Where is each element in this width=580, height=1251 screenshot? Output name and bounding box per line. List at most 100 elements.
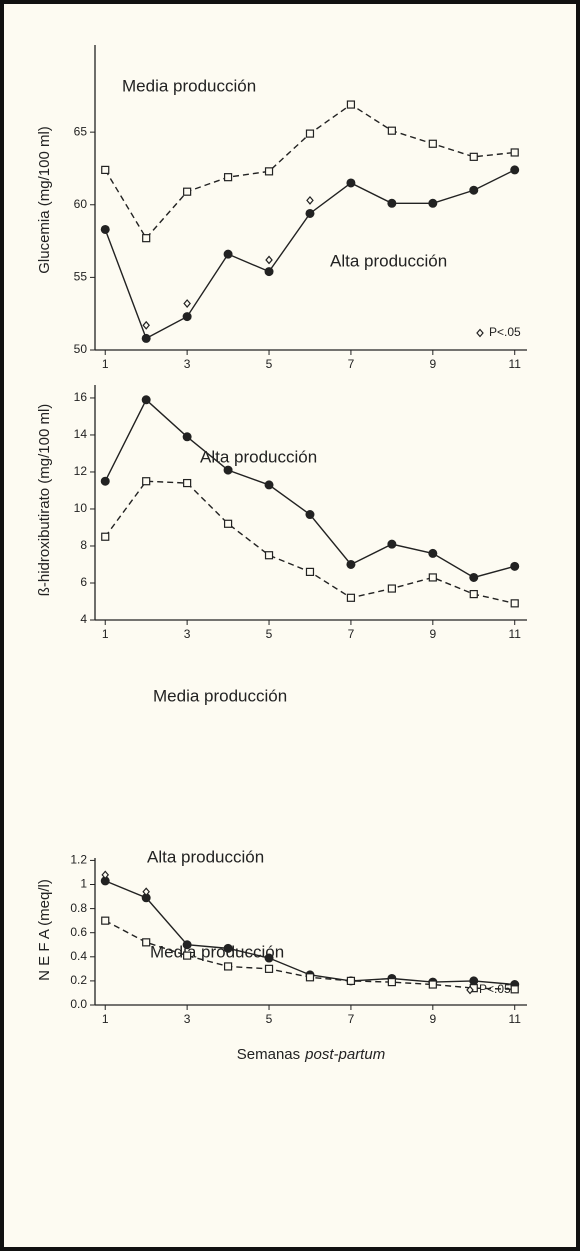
point [183, 187, 192, 196]
point [264, 953, 274, 963]
x-tick-label: 7 [348, 357, 355, 371]
x-tick-label: 5 [266, 627, 273, 641]
x-tick-label: 9 [429, 627, 436, 641]
point [142, 938, 151, 947]
point [306, 195, 314, 205]
y-tick-label: 50 [74, 342, 88, 356]
point [182, 432, 192, 442]
point [142, 477, 151, 486]
point [142, 234, 151, 243]
point [223, 962, 233, 971]
y-tick-label: 1 [80, 877, 87, 891]
point [387, 539, 397, 549]
point [183, 478, 192, 488]
point [469, 976, 479, 986]
legend-symbol [476, 328, 484, 338]
point [346, 559, 356, 569]
point [510, 165, 520, 175]
point [510, 148, 519, 157]
y-tick-label: 0.6 [70, 925, 87, 939]
point [264, 551, 274, 560]
point [264, 964, 274, 973]
x-tick-label: 5 [266, 357, 273, 371]
series-label: Media producción [153, 686, 287, 705]
point [510, 599, 519, 608]
y-tick-label: 55 [74, 270, 88, 284]
point [305, 208, 315, 218]
point [183, 299, 191, 308]
y-tick-label: 4 [80, 612, 87, 626]
point [387, 198, 397, 208]
point [264, 480, 274, 490]
y-tick-label: 16 [74, 390, 88, 404]
point [387, 978, 396, 987]
x-tick-label: 7 [348, 627, 355, 641]
y-tick-label: 65 [74, 124, 88, 138]
y-tick-label: 0.2 [70, 973, 87, 987]
x-axis-label-part: post-partum [304, 1046, 385, 1063]
legend-label: P<.05 [489, 325, 521, 339]
series-label: Alta producción [147, 847, 264, 866]
y-axis-label: ß-hidroxibutirato (mg/100 ml) [36, 404, 53, 597]
x-tick-label: 11 [508, 1012, 521, 1026]
point [469, 152, 478, 161]
legend-symbol [466, 985, 474, 995]
point [141, 395, 151, 405]
point [223, 943, 233, 953]
point [305, 510, 315, 520]
point [264, 167, 274, 176]
y-tick-label: 8 [80, 538, 87, 552]
series-label: Media producción [150, 942, 284, 961]
x-tick-label: 1 [102, 627, 109, 641]
point [346, 593, 356, 602]
point [265, 255, 273, 265]
point [346, 178, 356, 188]
x-tick-label: 11 [508, 357, 521, 371]
point [469, 572, 479, 582]
point [510, 561, 520, 571]
series-label: Alta producción [200, 447, 317, 466]
y-tick-label: 0.4 [70, 949, 87, 963]
x-tick-label: 5 [266, 1012, 273, 1026]
x-tick-label: 9 [429, 1012, 436, 1026]
point [469, 589, 478, 599]
y-tick-label: 1.2 [70, 853, 87, 867]
legend-label: P<.05 [479, 982, 511, 996]
point [387, 126, 396, 135]
x-tick-label: 1 [102, 1012, 109, 1026]
point [182, 312, 192, 322]
point [428, 980, 437, 989]
point [305, 973, 315, 982]
y-tick-label: 0.0 [70, 997, 87, 1011]
point [223, 519, 233, 528]
point [223, 173, 233, 182]
point [100, 476, 110, 486]
point [346, 100, 356, 109]
point [101, 532, 110, 541]
point [510, 985, 519, 994]
point [469, 185, 479, 195]
x-tick-label: 3 [184, 627, 191, 641]
point [428, 573, 437, 582]
series-label: Alta producción [330, 251, 447, 270]
point [387, 584, 396, 593]
x-axis-label: Semanas post-partum [237, 1046, 385, 1063]
y-tick-label: 6 [80, 575, 87, 589]
point [101, 870, 110, 880]
y-tick-label: 12 [74, 464, 88, 478]
y-tick-label: 14 [74, 427, 88, 441]
point [141, 333, 151, 343]
point [264, 267, 274, 277]
x-axis-label-part: Semanas [237, 1046, 300, 1063]
point [428, 198, 438, 208]
y-axis-label: N E F A (meq/l) [36, 879, 53, 981]
y-tick-label: 0.8 [70, 901, 87, 915]
y-axis-label: Glucemia (mg/100 ml) [36, 126, 53, 274]
point [101, 916, 110, 925]
x-tick-label: 1 [102, 357, 109, 371]
point [346, 976, 356, 986]
point [183, 951, 192, 960]
